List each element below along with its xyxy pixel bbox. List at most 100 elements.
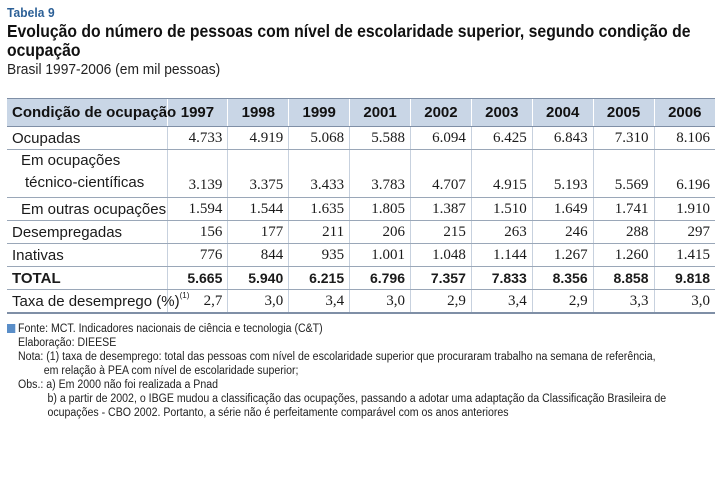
column-header-year: 2004 — [531, 98, 594, 127]
table-notes: Fonte: MCT. Indicadores nacionais de ciê… — [7, 322, 719, 420]
table-cell: 2,9 — [410, 289, 472, 314]
table-cell: 211 — [288, 220, 350, 244]
table-cell: 5.940 — [227, 266, 289, 290]
row-label: Taxa de desemprego (%)(1) — [7, 289, 189, 314]
row-label-text: Taxa de desemprego (%) — [12, 292, 180, 310]
table-cell: 3,4 — [470, 289, 533, 314]
column-header-year: 2002 — [410, 98, 472, 127]
table-cell: 6.796 — [349, 266, 411, 290]
row-label: Em ocupações técnico-científicas — [7, 149, 167, 198]
obs-line: Obs.: a) Em 2000 não foi realizada a Pna… — [18, 379, 219, 391]
table-cell: 1.387 — [410, 197, 472, 221]
data-table: Condição de ocupação 1997 1998 1999 2001… — [7, 98, 715, 314]
obs-line: ocupações - CBO 2002. Portanto, a série … — [47, 407, 509, 419]
table-cell: 7.833 — [470, 266, 533, 290]
row-label-line: Em ocupações — [21, 152, 121, 169]
table-row: Desempregadas 156 177 211 206 215 263 24… — [7, 220, 715, 244]
table-header: Tabela 9 Evolução do número de pessoas c… — [7, 5, 715, 78]
table-cell: 8.106 — [653, 126, 715, 150]
table-cell: 6.215 — [288, 266, 350, 290]
table-cell: 5.193 — [531, 149, 594, 198]
table-cell: 3.433 — [288, 149, 350, 198]
table-cell: 776 — [166, 243, 228, 267]
table-cell: 6.196 — [653, 149, 715, 198]
bullet-square-icon — [7, 324, 16, 333]
table-cell: 3.139 — [166, 149, 228, 198]
table-cell: 5.588 — [349, 126, 411, 150]
table-row: Inativas 776 844 935 1.001 1.048 1.144 1… — [7, 243, 715, 267]
table-cell: 3,0 — [227, 289, 289, 314]
table-cell: 3.375 — [227, 149, 289, 198]
table-cell: 9.818 — [653, 266, 715, 290]
table-cell: 4.733 — [166, 126, 228, 150]
footnote-line: Nota: (1) taxa de desemprego: total das … — [18, 351, 656, 363]
row-label: Inativas — [7, 243, 167, 267]
table-cell: 3.783 — [349, 149, 411, 198]
column-header-year: 1999 — [288, 98, 350, 127]
row-label-line: técnico-científicas — [25, 174, 145, 191]
table-cell: 215 — [410, 220, 472, 244]
table-cell: 1.544 — [227, 197, 289, 221]
table-cell: 8.356 — [531, 266, 594, 290]
row-label: Em outras ocupações — [7, 197, 167, 221]
table-cell: 5.569 — [592, 149, 654, 198]
table-cell: 4.919 — [227, 126, 289, 150]
table-cell: 844 — [227, 243, 289, 267]
table-cell: 1.510 — [470, 197, 533, 221]
table-cell: 1.635 — [288, 197, 350, 221]
table-cell: 288 — [592, 220, 654, 244]
table-cell: 4.915 — [470, 149, 533, 198]
table-cell: 2,7 — [166, 289, 228, 314]
table-cell: 5.068 — [288, 126, 350, 150]
column-header-year: 2005 — [592, 98, 654, 127]
table-cell: 246 — [531, 220, 594, 244]
table-cell: 1.805 — [349, 197, 411, 221]
table-cell: 1.001 — [349, 243, 411, 267]
table-cell: 1.594 — [166, 197, 228, 221]
table-cell: 1.267 — [531, 243, 594, 267]
table-row: Taxa de desemprego (%)(1) 2,7 3,0 3,4 3,… — [7, 289, 715, 314]
table-cell: 1.649 — [531, 197, 594, 221]
column-header-year: 2006 — [653, 98, 715, 127]
obs-line: b) a partir de 2002, o IBGE mudou a clas… — [47, 393, 667, 405]
table-row-total: TOTAL 5.665 5.940 6.215 6.796 7.357 7.83… — [7, 266, 715, 290]
table-cell: 297 — [653, 220, 715, 244]
table-title: Evolução do número de pessoas com nível … — [7, 21, 691, 60]
table-cell: 935 — [288, 243, 350, 267]
row-label: Desempregadas — [7, 220, 167, 244]
table-cell: 1.048 — [410, 243, 472, 267]
table-cell: 1.415 — [653, 243, 715, 267]
column-header-year: 1998 — [227, 98, 289, 127]
table-number: Tabela 9 — [7, 5, 55, 20]
row-label: Ocupadas — [7, 126, 167, 150]
elaboration-note: Elaboração: DIEESE — [18, 337, 117, 349]
table-cell: 3,0 — [349, 289, 411, 314]
table-cell: 1.144 — [470, 243, 533, 267]
table-cell: 1.260 — [592, 243, 654, 267]
row-label: TOTAL — [7, 266, 167, 290]
column-header-year: 1997 — [166, 98, 228, 127]
table-cell: 3,4 — [288, 289, 350, 314]
table-cell: 7.357 — [410, 266, 472, 290]
table-cell: 177 — [227, 220, 289, 244]
column-header-year: 2001 — [349, 98, 411, 127]
table-cell: 8.858 — [592, 266, 654, 290]
table-cell: 2,9 — [531, 289, 594, 314]
table-row: Ocupadas 4.733 4.919 5.068 5.588 6.094 6… — [7, 126, 715, 150]
table-cell: 1.741 — [592, 197, 654, 221]
table-cell: 5.665 — [166, 266, 228, 290]
table-cell: 156 — [166, 220, 228, 244]
table-cell: 6.094 — [410, 126, 472, 150]
column-header-category: Condição de ocupação — [7, 98, 176, 127]
source-note: Fonte: MCT. Indicadores nacionais de ciê… — [7, 322, 662, 336]
table-row: Em outras ocupações 1.594 1.544 1.635 1.… — [7, 197, 715, 221]
table-cell: 3,0 — [653, 289, 715, 314]
table-cell: 1.910 — [653, 197, 715, 221]
table-cell: 206 — [349, 220, 411, 244]
table-cell: 6.425 — [470, 126, 533, 150]
table-cell: 3,3 — [592, 289, 654, 314]
table-cell: 6.843 — [531, 126, 594, 150]
footnote-line: em relação à PEA com nível de escolarida… — [43, 365, 299, 377]
table-row: Em ocupações técnico-científicas 3.139 3.… — [7, 149, 715, 198]
table-cell: 7.310 — [592, 126, 654, 150]
